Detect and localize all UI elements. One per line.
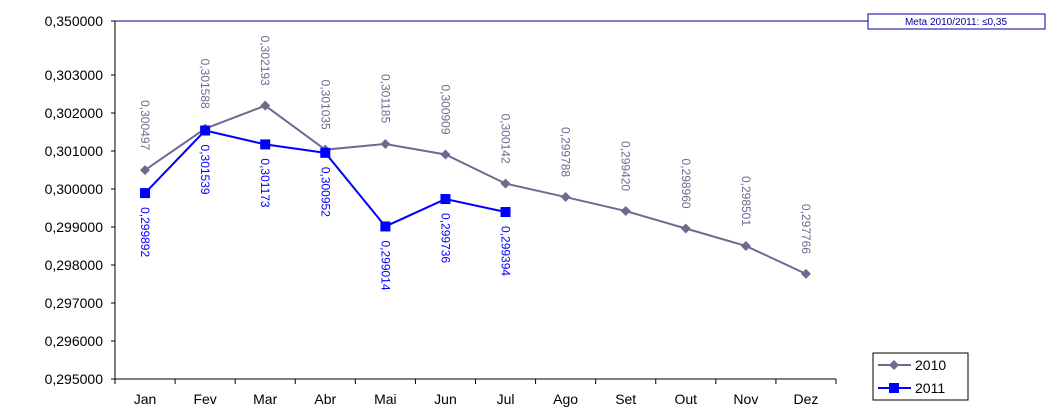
point (680, 223, 691, 234)
point (500, 207, 511, 218)
value-label: 0,301185 (378, 74, 392, 123)
point (140, 165, 151, 176)
point (140, 188, 151, 199)
point (440, 149, 451, 160)
point (380, 221, 391, 232)
x-tick-label: Abr (314, 391, 336, 407)
point (200, 125, 211, 136)
value-label: 0,301539 (198, 145, 212, 195)
value-label: 0,299788 (559, 127, 573, 177)
x-tick-label: Dez (794, 391, 819, 407)
y-tick-label: 0,300000 (45, 181, 104, 197)
legend-box (872, 352, 969, 401)
y-tick-label: 0,303000 (45, 67, 104, 83)
value-label: 0,301173 (258, 158, 272, 207)
x-tick-label: Jun (434, 391, 457, 407)
point (440, 194, 451, 205)
value-label: 0,299736 (438, 213, 452, 263)
point (260, 139, 271, 150)
series-line (144, 104, 807, 275)
point (800, 268, 811, 279)
x-tick-label: Nov (733, 391, 758, 407)
point (560, 192, 571, 203)
value-label: 0,299014 (378, 240, 392, 290)
point (260, 100, 271, 111)
y-tick-label: 0,299000 (45, 219, 104, 235)
point (380, 138, 391, 149)
point (740, 240, 751, 251)
value-label: 0,300952 (318, 167, 332, 217)
x-tick-label: Set (615, 391, 636, 407)
value-label: 0,298960 (679, 159, 693, 209)
value-label: 0,301588 (198, 59, 212, 109)
legend-marker (889, 360, 899, 370)
x-tick-label: Out (675, 391, 698, 407)
y-tick-label: 0,302000 (45, 105, 104, 121)
value-label: 0,298501 (739, 176, 753, 226)
y-tick-label: 0,295000 (45, 371, 104, 387)
legend-label: 2011 (915, 380, 945, 396)
value-label: 0,299420 (619, 141, 633, 191)
point (620, 206, 631, 217)
y-tick-label: 0,350000 (45, 13, 104, 29)
point (320, 147, 331, 158)
value-label: 0,299394 (499, 226, 513, 276)
legend-label: 2010 (915, 357, 946, 373)
x-tick-label: Jul (497, 391, 515, 407)
legend-marker (889, 383, 899, 393)
x-tick-label: Ago (553, 391, 578, 407)
y-tick-label: 0,301000 (45, 143, 104, 159)
target-box (867, 13, 1046, 30)
y-tick-label: 0,298000 (45, 257, 104, 273)
point (500, 178, 511, 189)
x-tick-label: Jan (134, 391, 157, 407)
value-label: 0,297766 (799, 204, 813, 254)
x-tick-label: Fev (193, 391, 216, 407)
value-label: 0,299892 (138, 207, 152, 257)
target-label: Meta 2010/2011: ≤0,35 (905, 17, 1007, 28)
x-tick-label: Mai (374, 391, 397, 407)
value-label: 0,302193 (258, 36, 272, 86)
x-tick-label: Mar (253, 391, 277, 407)
value-label: 0,300909 (438, 84, 452, 134)
value-label: 0,301035 (318, 80, 332, 130)
y-tick-label: 0,296000 (45, 333, 104, 349)
value-label: 0,300142 (499, 114, 513, 164)
y-tick-label: 0,297000 (45, 295, 104, 311)
value-label: 0,300497 (138, 100, 152, 150)
